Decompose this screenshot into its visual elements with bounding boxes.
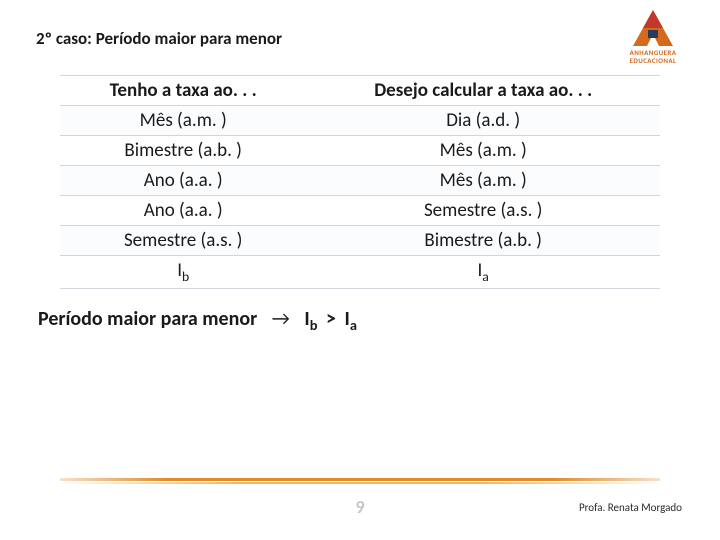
table-row: Mês (a.m. ) Dia (a.d. ) bbox=[60, 106, 660, 136]
conversion-table: Tenho a taxa ao. . . Desejo calcular a t… bbox=[60, 75, 660, 289]
slide-title: 2º caso: Período maior para menor bbox=[36, 28, 684, 49]
cell: Mês (a.m. ) bbox=[306, 166, 660, 196]
brand-name-bottom: EDUCACIONAL bbox=[630, 56, 677, 65]
cell: Ano (a.a. ) bbox=[60, 196, 306, 226]
cell: Semestre (a.s. ) bbox=[306, 196, 660, 226]
var-sub: a bbox=[350, 316, 357, 334]
cell: Mês (a.m. ) bbox=[306, 136, 660, 166]
var-sub: a bbox=[482, 268, 489, 285]
divider bbox=[60, 478, 660, 484]
footer-left: Ib bbox=[60, 256, 306, 289]
cell: Ano (a.a. ) bbox=[60, 166, 306, 196]
cell: Bimestre (a.b. ) bbox=[306, 226, 660, 256]
footer-right: Ia bbox=[306, 256, 660, 289]
table-footer-row: Ib Ia bbox=[60, 256, 660, 289]
header-right: Desejo calcular a taxa ao. . . bbox=[306, 76, 660, 106]
rel-left: Ib bbox=[304, 307, 317, 331]
logo-text: ANHANGUERA EDUCACIONAL bbox=[630, 49, 677, 64]
table-row: Ano (a.a. ) Mês (a.m. ) bbox=[60, 166, 660, 196]
cell: Mês (a.m. ) bbox=[60, 106, 306, 136]
table-row: Ano (a.a. ) Semestre (a.s. ) bbox=[60, 196, 660, 226]
table-header-row: Tenho a taxa ao. . . Desejo calcular a t… bbox=[60, 76, 660, 106]
rel-op: > bbox=[326, 307, 336, 331]
cell: Bimestre (a.b. ) bbox=[60, 136, 306, 166]
author-credit: Profa. Renata Morgado bbox=[579, 501, 682, 514]
cell: Dia (a.d. ) bbox=[306, 106, 660, 136]
header-left: Tenho a taxa ao. . . bbox=[60, 76, 306, 106]
brand-logo: ANHANGUERA EDUCACIONAL bbox=[614, 8, 692, 72]
var-sub: b bbox=[182, 268, 189, 285]
logo-icon bbox=[629, 8, 677, 48]
var-sub: b bbox=[310, 316, 318, 334]
page-number: 9 bbox=[355, 496, 364, 518]
table-row: Semestre (a.s. ) Bimestre (a.b. ) bbox=[60, 226, 660, 256]
cell: Semestre (a.s. ) bbox=[60, 226, 306, 256]
table-row: Bimestre (a.b. ) Mês (a.m. ) bbox=[60, 136, 660, 166]
slide: ANHANGUERA EDUCACIONAL 2º caso: Período … bbox=[0, 0, 720, 540]
rule-statement: Período maior para menor → Ib > Ia bbox=[36, 307, 684, 334]
rel-right: Ia bbox=[345, 307, 357, 331]
rule-label: Período maior para menor bbox=[38, 307, 257, 331]
arrow-icon: → bbox=[272, 307, 290, 331]
